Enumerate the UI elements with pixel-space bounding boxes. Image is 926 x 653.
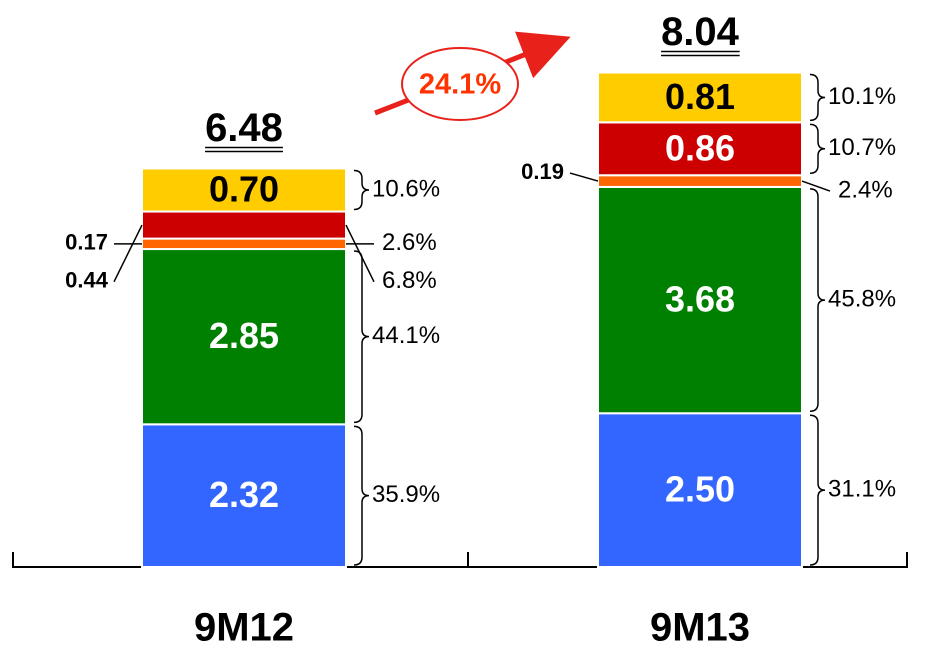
share-label: 31.1% — [828, 475, 896, 502]
bar-segment — [141, 248, 347, 426]
leader-line — [569, 172, 599, 182]
growth-ellipse — [401, 47, 519, 121]
segment-label: 2.32 — [209, 474, 279, 515]
segment-label: 0.86 — [665, 127, 735, 168]
share-label: 2.6% — [382, 229, 437, 256]
segment-label: 3.68 — [665, 279, 735, 320]
share-brace — [353, 250, 370, 424]
share-label: 10.6% — [372, 175, 440, 202]
share-label: 2.4% — [838, 176, 893, 203]
total-label: 6.48 — [205, 106, 283, 150]
segment-label: 2.50 — [665, 469, 735, 510]
segment-label: 0.44 — [65, 268, 109, 293]
segment-label: 0.81 — [665, 76, 735, 117]
segment-label: 2.85 — [209, 315, 279, 356]
bar-segment — [141, 167, 347, 213]
leader-line — [801, 180, 831, 192]
share-brace — [809, 73, 826, 122]
share-brace — [809, 123, 826, 174]
share-label: 6.8% — [382, 267, 437, 294]
bar-segment — [597, 185, 803, 415]
share-brace — [353, 169, 370, 211]
share-brace — [353, 425, 370, 566]
bar-segment — [597, 71, 803, 124]
share-label: 10.7% — [828, 134, 896, 161]
segment-label: 0.17 — [65, 230, 108, 255]
share-label: 10.1% — [828, 83, 896, 110]
segment-label: 0.70 — [209, 169, 279, 210]
bar-segment — [141, 210, 347, 240]
share-brace — [809, 188, 826, 412]
growth-label: 24.1% — [419, 69, 501, 101]
share-label: 44.1% — [372, 322, 440, 349]
bar-segment — [597, 121, 803, 177]
share-brace — [809, 414, 826, 566]
share-label: 45.8% — [828, 285, 896, 312]
category-label: 9M13 — [650, 606, 750, 650]
leader-line — [113, 224, 143, 283]
segment-label: 0.19 — [521, 159, 564, 184]
category-label: 9M12 — [194, 606, 294, 650]
leader-line — [345, 224, 375, 283]
bar-segment — [141, 237, 347, 251]
bar-segment — [597, 174, 803, 188]
bar-segment — [141, 423, 347, 568]
total-label: 8.04 — [661, 10, 740, 54]
share-label: 35.9% — [372, 481, 440, 508]
